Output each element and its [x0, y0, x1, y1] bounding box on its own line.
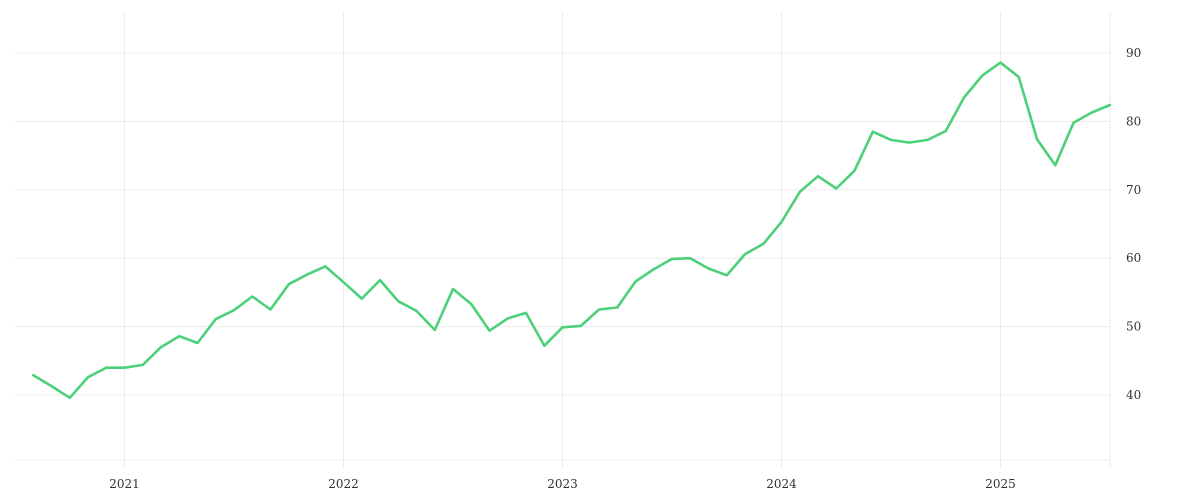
y-tick-label: 70: [1126, 183, 1141, 197]
y-tick-label: 80: [1126, 114, 1141, 128]
x-tick-label: 2021: [109, 477, 140, 491]
y-tick-label: 50: [1126, 320, 1141, 334]
y-axis: 40 50 60 70 80 90: [1126, 46, 1141, 402]
series-line: [31, 61, 1112, 400]
series-layer: [31, 61, 1112, 400]
y-tick-label: 60: [1126, 251, 1141, 265]
grid: [15, 12, 1111, 468]
x-tick-label: 2022: [328, 477, 359, 491]
x-axis: 2021 2022 2023 2024 2025: [109, 477, 1016, 491]
x-tick-label: 2023: [547, 477, 578, 491]
x-tick-label: 2025: [985, 477, 1016, 491]
x-tick-label: 2024: [766, 477, 797, 491]
y-tick-label: 90: [1126, 46, 1141, 60]
y-tick-label: 40: [1126, 388, 1141, 402]
